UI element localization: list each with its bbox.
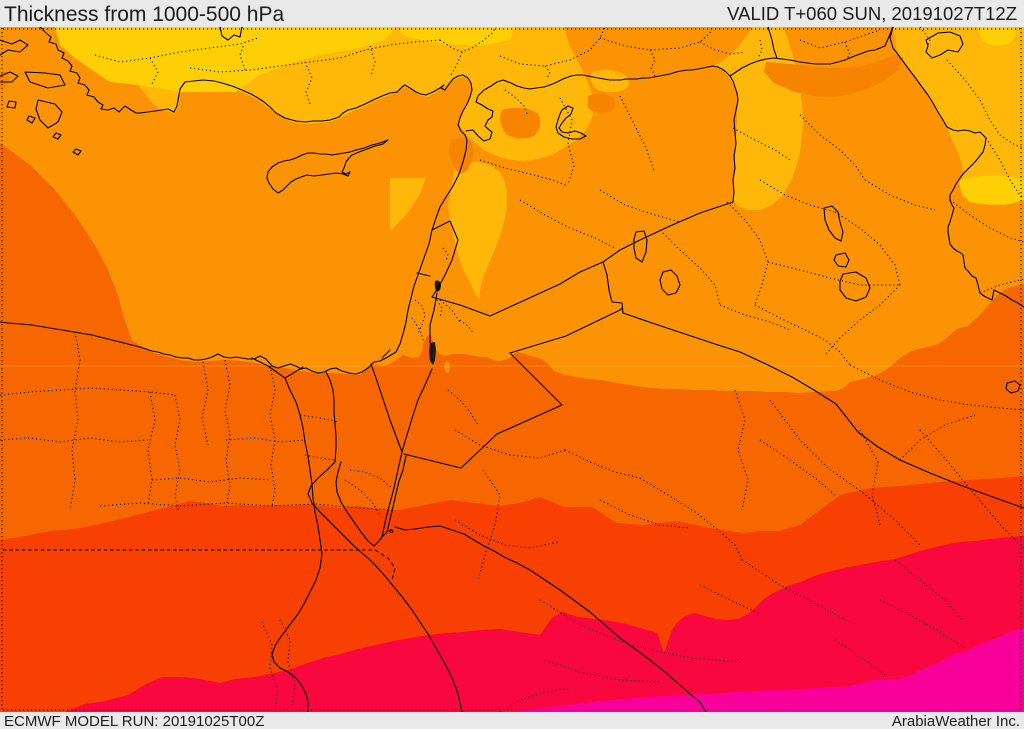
- svg-text:ECMWF MODEL RUN: 20191025T00Z: ECMWF MODEL RUN: 20191025T00Z: [4, 713, 264, 729]
- svg-text:VALID T+060 SUN, 20191027T12Z: VALID T+060 SUN, 20191027T12Z: [727, 3, 1017, 24]
- svg-text:ArabiaWeather Inc.: ArabiaWeather Inc.: [892, 713, 1020, 729]
- svg-text:Thickness from 1000-500 hPa: Thickness from 1000-500 hPa: [4, 3, 284, 26]
